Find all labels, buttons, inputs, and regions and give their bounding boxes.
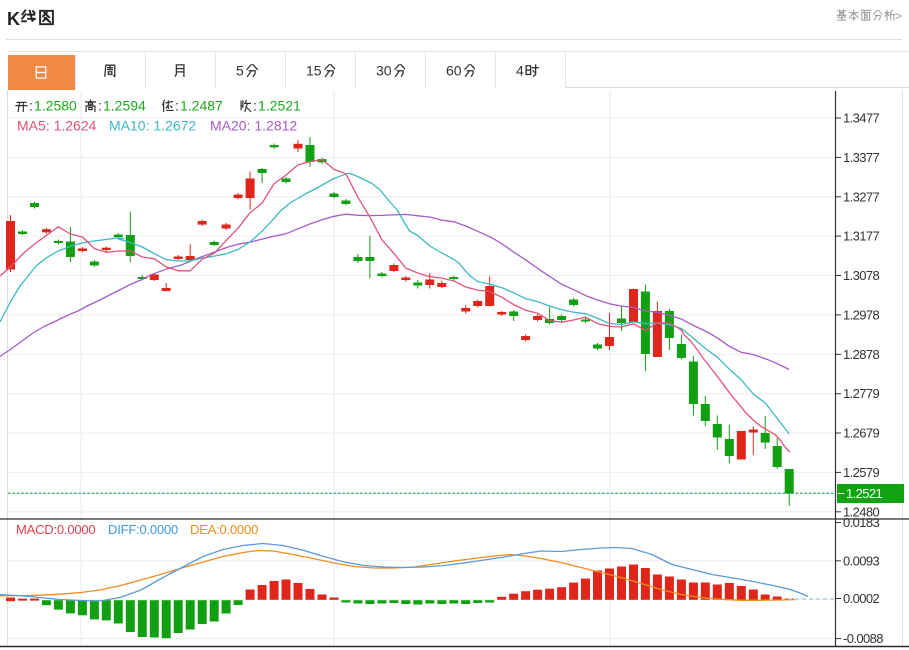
svg-text:4: 4: [516, 62, 524, 78]
svg-text:1.2679: 1.2679: [843, 426, 880, 441]
svg-text:1.2521: 1.2521: [846, 486, 883, 501]
svg-text:1.3078: 1.3078: [843, 268, 880, 283]
svg-text:0.0002: 0.0002: [843, 591, 880, 606]
svg-text:1.2480: 1.2480: [843, 504, 880, 519]
svg-text:15: 15: [306, 62, 322, 78]
svg-text:1.2579: 1.2579: [843, 465, 880, 480]
svg-text:MACD:0.0000: MACD:0.0000: [16, 522, 95, 537]
svg-text:1.2978: 1.2978: [843, 307, 880, 322]
svg-text:MA20: 1.2812: MA20: 1.2812: [210, 118, 297, 134]
svg-text:DEA:0.0000: DEA:0.0000: [190, 522, 258, 537]
svg-text:1.2487: 1.2487: [180, 98, 223, 114]
svg-text:1.2779: 1.2779: [843, 386, 880, 401]
svg-text:0.0183: 0.0183: [843, 515, 880, 530]
svg-text:0.0093: 0.0093: [843, 553, 880, 568]
svg-text:1.2580: 1.2580: [34, 98, 77, 114]
svg-text:1.2521: 1.2521: [258, 98, 301, 114]
svg-text:-0.0088: -0.0088: [843, 631, 883, 646]
svg-text:1.3377: 1.3377: [843, 150, 880, 165]
svg-text:K: K: [7, 9, 20, 29]
svg-text:1.3277: 1.3277: [843, 189, 880, 204]
svg-text:60: 60: [446, 62, 462, 78]
svg-text:30: 30: [376, 62, 392, 78]
svg-text:1.3177: 1.3177: [843, 229, 880, 244]
svg-text:DIFF:0.0000: DIFF:0.0000: [108, 522, 178, 537]
svg-text:1.2594: 1.2594: [103, 98, 146, 114]
svg-text:5: 5: [236, 62, 244, 78]
svg-text::: :: [253, 98, 257, 114]
svg-text:MA10: 1.2672: MA10: 1.2672: [109, 118, 196, 134]
svg-text:>: >: [895, 9, 902, 23]
svg-text:MA5: 1.2624: MA5: 1.2624: [17, 118, 97, 134]
svg-text:1.2878: 1.2878: [843, 347, 880, 362]
svg-text::: :: [175, 98, 179, 114]
svg-text::: :: [29, 98, 33, 114]
svg-text::: :: [98, 98, 102, 114]
svg-text:1.3477: 1.3477: [843, 111, 880, 126]
